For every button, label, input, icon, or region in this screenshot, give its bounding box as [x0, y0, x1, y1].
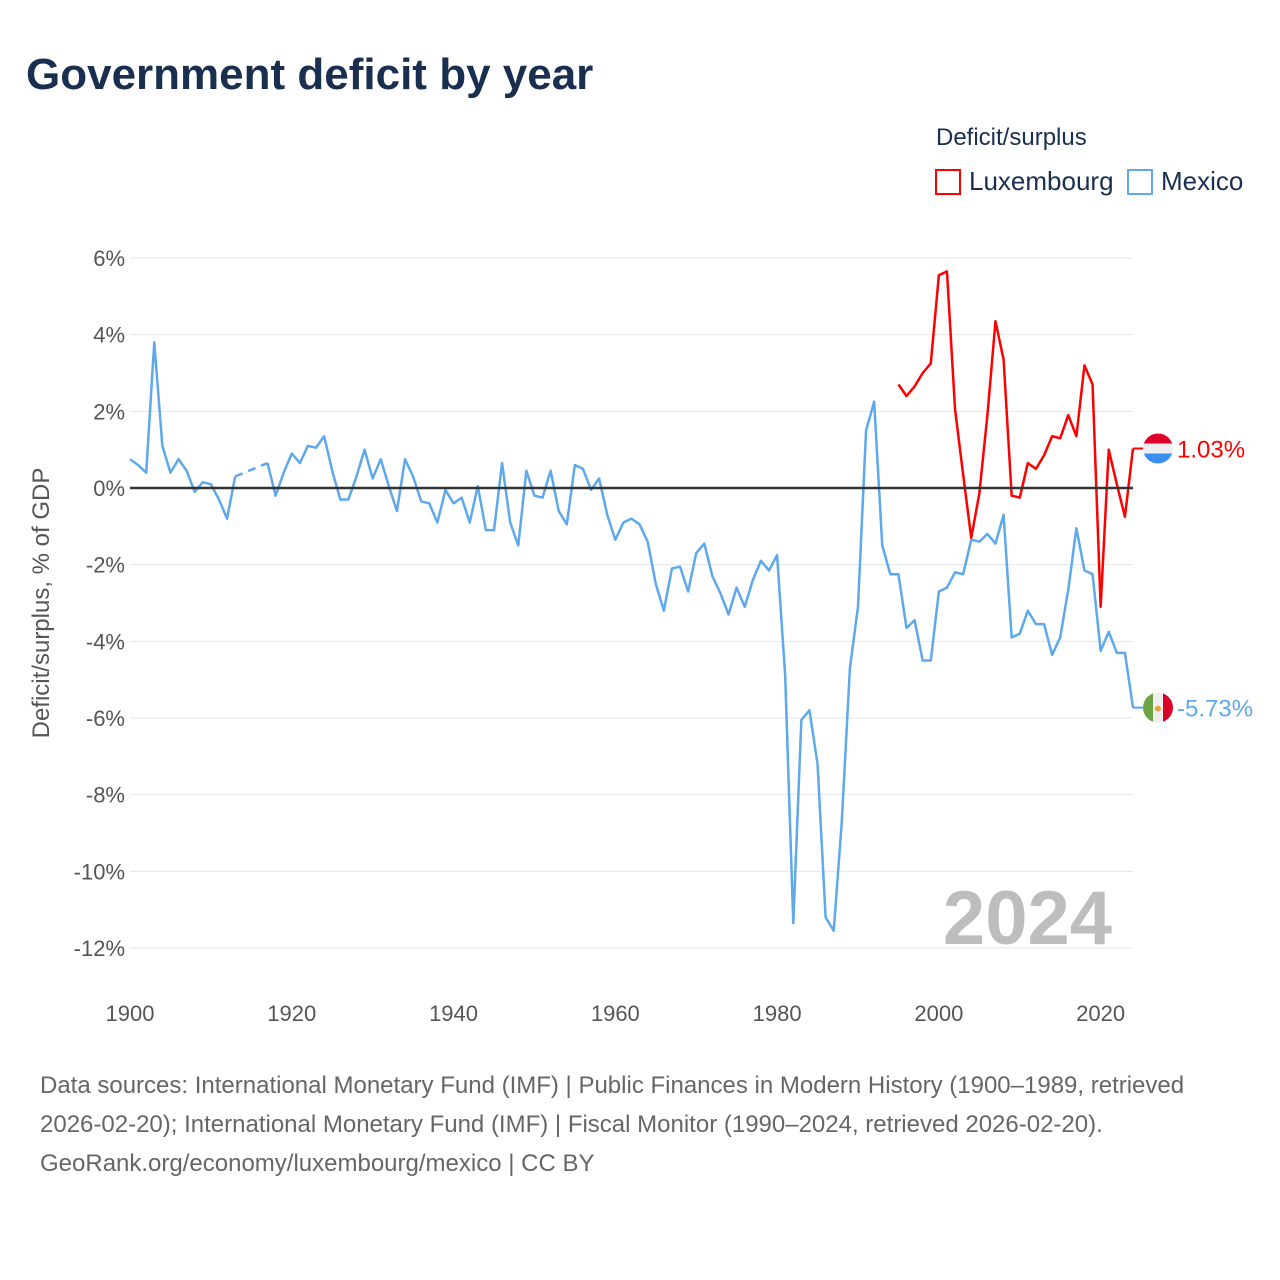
- series-line-mexico: [129, 341, 237, 520]
- year-watermark: 2024: [943, 876, 1112, 961]
- legend-swatch-luxembourg: [935, 168, 961, 195]
- series-line-mexico: [266, 400, 1135, 932]
- flag-mexico-icon: [1143, 692, 1173, 723]
- legend-swatch-mexico: [1127, 168, 1153, 195]
- y-tick-label: 0%: [93, 476, 125, 501]
- legend-label: Luxembourg: [969, 166, 1114, 196]
- legend-label: Mexico: [1161, 166, 1244, 196]
- chart-title: Government deficit by year: [26, 50, 594, 99]
- x-tick-label: 2020: [1076, 1001, 1125, 1026]
- x-tick-label: 1920: [267, 1001, 316, 1026]
- y-tick-label: -10%: [74, 859, 125, 884]
- y-tick-label: 6%: [93, 246, 125, 271]
- footer: Data sources: International Monetary Fun…: [40, 1066, 1240, 1183]
- y-tick-label: -2%: [86, 553, 125, 578]
- x-tick-label: 2000: [914, 1001, 963, 1026]
- flag-luxembourg-icon: [1143, 433, 1173, 464]
- y-tick-label: -4%: [86, 629, 125, 654]
- credit-link[interactable]: GeoRank.org/economy/luxembourg/mexico | …: [40, 1150, 595, 1177]
- y-tick-label: -8%: [86, 783, 125, 808]
- end-label-mexico: -5.73%: [1177, 696, 1253, 723]
- legend-item-mexico[interactable]: Mexico: [1127, 166, 1243, 197]
- x-tick-label: 1900: [106, 1001, 155, 1026]
- x-tick-label: 1980: [753, 1001, 802, 1026]
- series-line-luxembourg: [897, 270, 1135, 609]
- y-tick-label: 2%: [93, 399, 125, 424]
- series-gap-mexico: [234, 461, 268, 478]
- y-tick-label: 4%: [93, 323, 125, 348]
- y-tick-label: -6%: [86, 706, 125, 731]
- legend-title: Deficit/surplus: [936, 124, 1087, 151]
- data-sources: Data sources: International Monetary Fun…: [40, 1072, 1185, 1138]
- legend-item-luxembourg[interactable]: Luxembourg: [935, 166, 1114, 197]
- end-label-luxembourg: 1.03%: [1177, 437, 1245, 464]
- x-tick-label: 1940: [429, 1001, 478, 1026]
- x-tick-label: 1960: [591, 1001, 640, 1026]
- y-tick-label: -12%: [74, 936, 125, 961]
